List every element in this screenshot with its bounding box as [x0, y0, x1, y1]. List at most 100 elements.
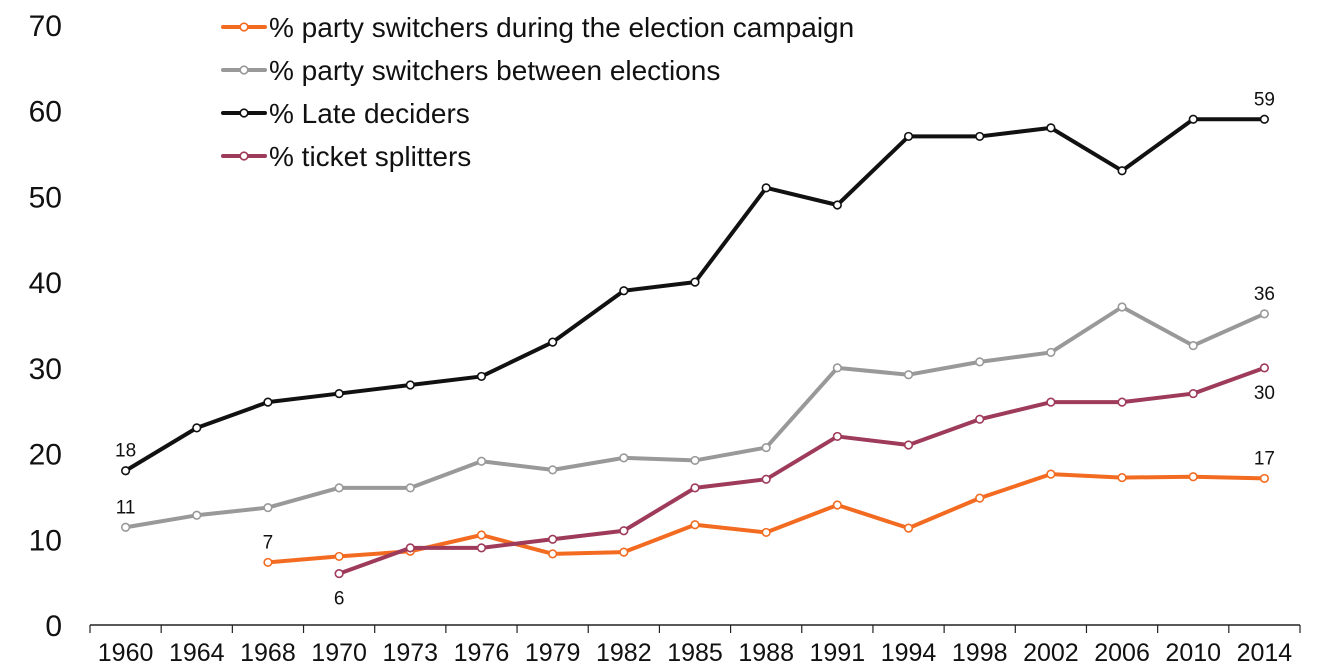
series-line — [337, 365, 1267, 576]
x-tick-label: 2002 — [1023, 639, 1079, 667]
data-point — [975, 493, 985, 503]
data-point — [975, 414, 985, 424]
data-point — [548, 549, 558, 559]
data-label: 11 — [116, 497, 136, 518]
x-tick-label: 1988 — [738, 639, 794, 667]
legend-swatch-marker — [239, 65, 249, 75]
x-tick-label: 1985 — [667, 639, 723, 667]
data-point — [405, 543, 415, 553]
x-tick-label: 1994 — [881, 639, 937, 667]
data-point — [975, 131, 985, 142]
series-line — [123, 305, 1267, 530]
data-point — [619, 453, 629, 463]
data-label: 30 — [1254, 383, 1275, 404]
data-point — [405, 483, 415, 493]
data-point — [405, 380, 415, 390]
legend-item: % party switchers during the election ca… — [221, 12, 854, 43]
data-point — [548, 534, 558, 544]
data-point — [1259, 473, 1270, 484]
data-point — [1117, 472, 1127, 483]
x-tick-label: 1991 — [810, 639, 866, 667]
y-tick-label: 20 — [29, 439, 62, 472]
data-point — [263, 557, 273, 568]
x-tick-label: 1970 — [311, 639, 367, 667]
data-point — [1046, 123, 1056, 133]
x-tick-label: 2014 — [1237, 639, 1293, 667]
data-point — [1046, 469, 1056, 479]
data-point — [476, 543, 487, 553]
data-point — [690, 455, 700, 466]
data-point — [192, 423, 202, 433]
legend-label: % party switchers during the election ca… — [269, 12, 854, 43]
data-label: 36 — [1254, 284, 1275, 305]
legend-item: % party switchers between elections — [221, 55, 720, 86]
data-point — [1188, 472, 1198, 482]
data-point — [761, 474, 771, 484]
data-point — [1188, 114, 1198, 124]
data-point — [476, 530, 487, 540]
data-point — [619, 526, 629, 536]
data-label: 6 — [334, 589, 345, 610]
data-point — [1046, 397, 1056, 407]
y-tick-label: 0 — [45, 610, 62, 643]
chart-legend: % party switchers during the election ca… — [221, 12, 854, 172]
y-tick-label: 30 — [29, 353, 62, 386]
legend-swatch-marker — [239, 108, 249, 118]
data-point — [690, 483, 700, 493]
data-point — [1259, 363, 1270, 373]
data-point — [903, 370, 914, 380]
data-point — [120, 466, 131, 476]
data-point — [832, 363, 842, 373]
data-point — [1188, 340, 1198, 351]
data-point — [903, 131, 914, 142]
data-point — [548, 337, 558, 347]
legend-label: % party switchers between elections — [269, 55, 720, 86]
x-tick-label: 2006 — [1094, 639, 1150, 667]
y-tick-label: 50 — [29, 181, 62, 214]
x-tick-label: 2010 — [1165, 639, 1221, 667]
x-tick-label: 1960 — [98, 639, 154, 667]
series-3: 6 30 — [334, 363, 1275, 610]
data-point — [476, 456, 487, 466]
data-point — [334, 568, 344, 579]
data-point — [1259, 309, 1270, 319]
x-tick-label: 1968 — [240, 639, 296, 667]
x-tick-label: 1976 — [454, 639, 510, 667]
data-point — [619, 286, 629, 296]
legend-swatch-marker — [239, 22, 249, 32]
data-point — [903, 523, 914, 533]
data-point — [334, 483, 344, 493]
data-point — [903, 440, 914, 450]
data-point — [1117, 302, 1127, 312]
x-tick-label: 1964 — [169, 639, 225, 667]
series-line — [123, 117, 1267, 473]
legend-label: % ticket splitters — [269, 141, 471, 172]
data-point — [1117, 166, 1127, 176]
data-point — [548, 465, 558, 475]
data-point — [1046, 347, 1056, 358]
legend-swatch-marker — [239, 151, 249, 161]
chart-axes: 1960 1964 1968 1970 1973 1976 1979 1982 1985 1988… — [29, 10, 1301, 667]
data-point — [761, 527, 771, 538]
data-point — [263, 502, 273, 513]
legend-label: % Late deciders — [269, 98, 470, 129]
data-point — [690, 520, 700, 530]
y-tick-label: 40 — [29, 267, 62, 300]
x-tick-label: 1998 — [952, 639, 1008, 667]
data-point — [761, 442, 771, 453]
data-point — [120, 522, 131, 532]
data-point — [192, 510, 202, 520]
y-tick-label: 70 — [29, 10, 62, 43]
data-point — [1188, 388, 1198, 399]
data-point — [832, 431, 842, 442]
data-point — [334, 388, 344, 399]
x-tick-label: 1979 — [525, 639, 581, 667]
x-tick-label: 1982 — [596, 639, 652, 667]
series-1: 11 36 — [116, 284, 1275, 532]
data-label: 59 — [1254, 89, 1275, 110]
y-tick-label: 10 — [29, 524, 62, 557]
data-point — [476, 371, 487, 382]
data-point — [690, 277, 700, 287]
